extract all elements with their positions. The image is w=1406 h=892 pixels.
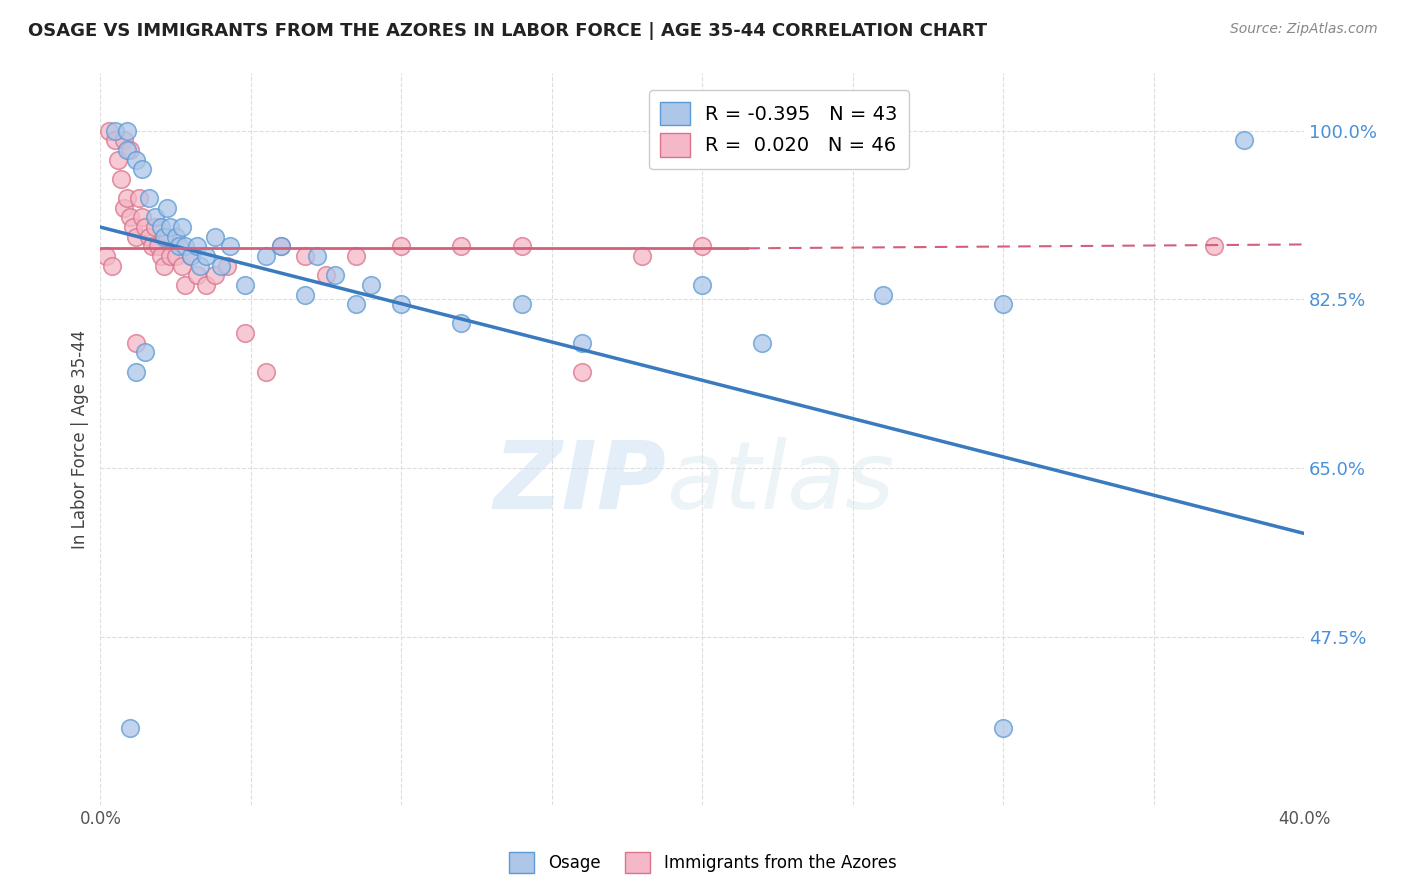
Point [155,229,177,244]
Point [143,220,166,235]
Point [125,335,148,350]
Point [152,259,174,273]
Point [167,239,190,253]
Point [131,211,153,225]
Point [149,249,172,263]
Point [155,201,177,215]
Point [233,277,256,292]
Point [510,239,533,253]
Point [344,249,367,263]
Point [125,153,148,167]
Point [125,365,148,379]
Point [631,249,654,263]
Point [294,249,316,263]
Point [128,191,150,205]
Point [134,220,156,235]
Point [450,239,472,253]
Point [146,239,169,253]
Y-axis label: In Labor Force | Age 35-44: In Labor Force | Age 35-44 [72,329,89,549]
Point [180,249,202,263]
Point [344,297,367,311]
Point [125,229,148,244]
Point [690,239,713,253]
Text: OSAGE VS IMMIGRANTS FROM THE AZORES IN LABOR FORCE | AGE 35-44 CORRELATION CHART: OSAGE VS IMMIGRANTS FROM THE AZORES IN L… [28,22,987,40]
Point [450,317,472,331]
Point [204,229,226,244]
Point [112,201,135,215]
Point [134,345,156,359]
Point [117,124,139,138]
Point [510,297,533,311]
Point [389,297,412,311]
Point [173,277,195,292]
Point [170,220,193,235]
Point [173,239,195,253]
Point [138,191,160,205]
Point [233,326,256,340]
Point [165,249,187,263]
Point [254,365,277,379]
Point [991,721,1014,735]
Point [117,143,139,157]
Point [110,172,132,186]
Point [991,297,1014,311]
Point [389,239,412,253]
Point [159,249,181,263]
Point [131,162,153,177]
Point [194,277,217,292]
Point [751,335,773,350]
Text: Source: ZipAtlas.com: Source: ZipAtlas.com [1230,22,1378,37]
Point [323,268,346,283]
Point [112,133,135,147]
Point [204,268,226,283]
Point [170,259,193,273]
Point [872,287,894,301]
Point [143,211,166,225]
Point [96,249,118,263]
Point [104,133,127,147]
Point [186,268,208,283]
Point [107,153,129,167]
Point [120,721,142,735]
Point [98,124,121,138]
Point [152,229,174,244]
Legend: R = -0.395   N = 43, R =  0.020   N = 46: R = -0.395 N = 43, R = 0.020 N = 46 [648,90,910,169]
Point [180,249,202,263]
Text: ZIP: ZIP [494,437,666,529]
Point [120,211,142,225]
Point [209,259,232,273]
Point [122,220,145,235]
Point [305,249,328,263]
Point [138,229,160,244]
Point [571,335,593,350]
Point [215,259,238,273]
Point [1233,133,1256,147]
Point [186,239,208,253]
Point [188,259,211,273]
Point [571,365,593,379]
Point [159,220,181,235]
Point [149,220,172,235]
Point [101,259,124,273]
Point [270,239,292,253]
Point [254,249,277,263]
Point [1202,239,1225,253]
Point [104,124,127,138]
Point [165,229,187,244]
Point [218,239,240,253]
Point [120,143,142,157]
Point [360,277,382,292]
Point [194,249,217,263]
Point [117,191,139,205]
Text: atlas: atlas [666,437,894,528]
Point [315,268,337,283]
Point [141,239,163,253]
Point [690,277,713,292]
Point [294,287,316,301]
Point [270,239,292,253]
Legend: Osage, Immigrants from the Azores: Osage, Immigrants from the Azores [503,846,903,880]
